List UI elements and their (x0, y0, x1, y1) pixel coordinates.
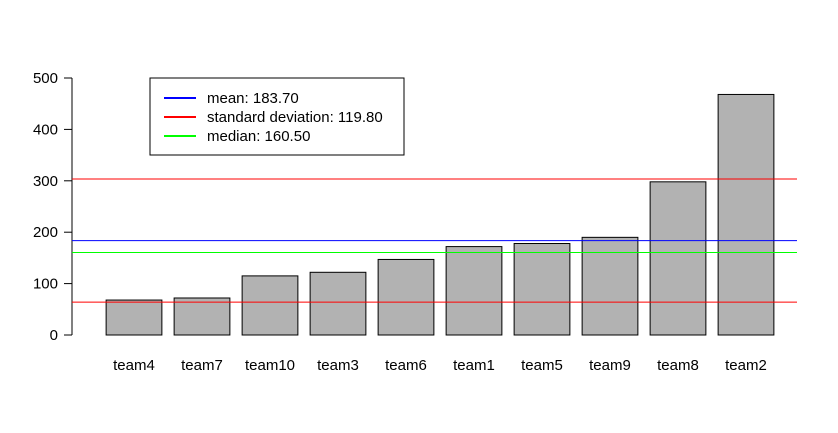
legend-median-label: median: 160.50 (207, 128, 310, 145)
bar-team2 (717, 93, 775, 336)
bar-team9 (581, 236, 639, 336)
y-tick-label: 400 (33, 121, 58, 138)
y-tick-label: 300 (33, 173, 58, 190)
y-tick-label: 500 (33, 70, 58, 87)
y-tick-label: 0 (50, 327, 58, 344)
x-tick-label-team2: team2 (725, 357, 767, 374)
bar-team4 (105, 299, 163, 336)
bar-team3 (309, 271, 367, 336)
x-axis-labels: team4 team7 team10 team3 team6 team1 team5 team… (113, 357, 767, 374)
bar-team8 (649, 181, 707, 336)
x-tick-label-team6: team6 (385, 357, 427, 374)
y-axis: 0 100 200 300 400 500 (33, 70, 73, 344)
legend-std-label: standard deviation: 119.80 (207, 109, 383, 126)
x-tick-label-team7: team7 (181, 357, 223, 374)
bar-team7 (173, 297, 231, 336)
legend: mean: 183.70 standard deviation: 119.80 … (149, 77, 405, 156)
x-tick-label-team8: team8 (657, 357, 699, 374)
bar-team10 (241, 275, 299, 336)
x-tick-label-team4: team4 (113, 357, 155, 374)
y-tick-label: 200 (33, 224, 58, 241)
x-tick-label-team3: team3 (317, 357, 359, 374)
bars-group (105, 93, 775, 336)
bar-team6 (377, 258, 435, 336)
x-tick-label-team10: team10 (245, 357, 295, 374)
bar-team5 (513, 243, 571, 336)
x-tick-label-team5: team5 (521, 357, 563, 374)
x-tick-label-team9: team9 (589, 357, 631, 374)
y-tick-label: 100 (33, 276, 58, 293)
bar-team1 (445, 246, 503, 336)
legend-mean-label: mean: 183.70 (207, 90, 299, 107)
x-tick-label-team1: team1 (453, 357, 495, 374)
